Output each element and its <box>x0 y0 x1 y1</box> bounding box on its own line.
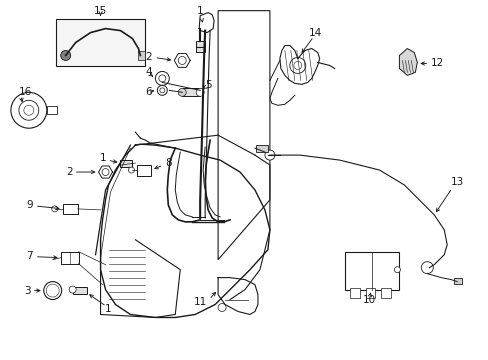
Bar <box>349 288 359 298</box>
Text: 7: 7 <box>26 251 33 261</box>
Text: 12: 12 <box>430 58 444 68</box>
Bar <box>56 19 145 67</box>
Bar <box>73 287 86 293</box>
Text: 8: 8 <box>165 158 172 168</box>
Circle shape <box>69 286 76 293</box>
Text: 16: 16 <box>19 87 32 97</box>
Circle shape <box>218 303 225 311</box>
Circle shape <box>24 105 34 115</box>
Bar <box>62 204 78 214</box>
Circle shape <box>394 267 400 273</box>
Text: 1: 1 <box>105 305 112 315</box>
Text: 15: 15 <box>94 6 107 15</box>
Circle shape <box>293 62 301 69</box>
Text: 2: 2 <box>145 53 152 63</box>
Text: 13: 13 <box>450 177 464 187</box>
Circle shape <box>128 167 134 173</box>
Circle shape <box>289 58 305 73</box>
Polygon shape <box>218 11 269 260</box>
Circle shape <box>44 282 61 300</box>
Text: 2: 2 <box>66 167 73 177</box>
Circle shape <box>155 71 169 85</box>
Bar <box>120 160 132 167</box>
Text: 1: 1 <box>197 6 203 22</box>
Circle shape <box>160 88 164 93</box>
Circle shape <box>46 284 59 297</box>
Bar <box>381 288 390 298</box>
Bar <box>182 88 200 96</box>
Polygon shape <box>399 49 416 75</box>
Text: 14: 14 <box>308 28 322 37</box>
Circle shape <box>52 206 58 212</box>
Bar <box>138 50 145 60</box>
Circle shape <box>11 92 47 128</box>
Bar <box>453 278 461 284</box>
Bar <box>137 165 151 176</box>
Bar <box>61 252 79 264</box>
Circle shape <box>157 85 167 95</box>
Bar <box>196 41 205 53</box>
Circle shape <box>61 50 71 60</box>
Text: 11: 11 <box>194 297 207 306</box>
Circle shape <box>49 287 57 294</box>
Circle shape <box>19 100 39 120</box>
Bar <box>344 252 399 289</box>
Text: 4: 4 <box>145 67 151 77</box>
Circle shape <box>178 57 186 64</box>
Text: 3: 3 <box>24 285 31 296</box>
Circle shape <box>102 168 109 176</box>
Circle shape <box>196 88 203 96</box>
Bar <box>255 145 267 152</box>
Text: 1: 1 <box>100 153 107 163</box>
Circle shape <box>159 75 165 82</box>
Bar <box>47 106 57 114</box>
Text: 9: 9 <box>26 200 33 210</box>
Text: 6: 6 <box>145 87 151 97</box>
Bar <box>365 288 375 298</box>
Circle shape <box>178 88 186 96</box>
Text: 5: 5 <box>205 80 211 90</box>
Circle shape <box>264 150 274 160</box>
Text: 10: 10 <box>362 294 375 305</box>
Circle shape <box>421 262 432 274</box>
